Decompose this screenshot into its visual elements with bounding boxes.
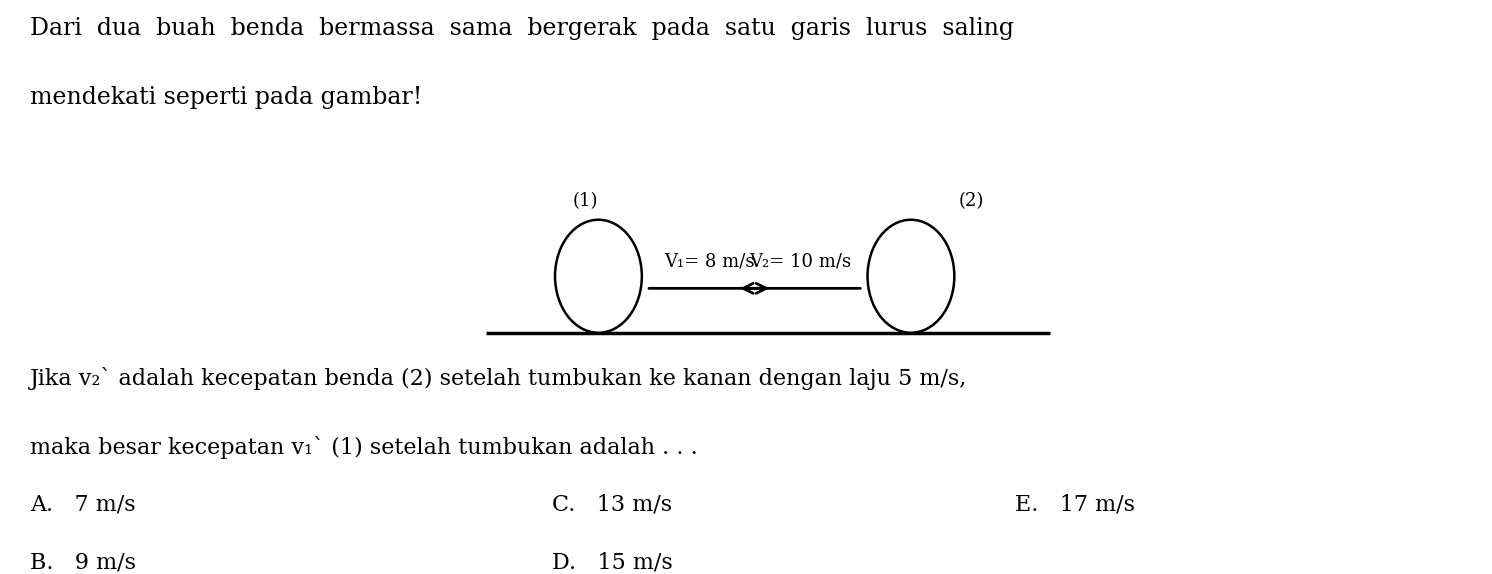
Text: E.   17 m/s: E. 17 m/s	[1015, 494, 1134, 515]
Text: D.   15 m/s: D. 15 m/s	[552, 551, 673, 573]
Text: mendekati seperti pada gambar!: mendekati seperti pada gambar!	[30, 86, 422, 109]
Text: Dari  dua  buah  benda  bermassa  sama  bergerak  pada  satu  garis  lurus  sali: Dari dua buah benda bermassa sama berger…	[30, 17, 1015, 40]
Text: B.   9 m/s: B. 9 m/s	[30, 551, 136, 573]
Ellipse shape	[555, 220, 642, 333]
Text: V₁= 8 m/s: V₁= 8 m/s	[664, 253, 755, 270]
Text: Jika v₂` adalah kecepatan benda (2) setelah tumbukan ke kanan dengan laju 5 m/s,: Jika v₂` adalah kecepatan benda (2) sete…	[30, 367, 967, 390]
Text: (2): (2)	[959, 192, 985, 210]
Text: C.   13 m/s: C. 13 m/s	[552, 494, 673, 515]
Text: A.   7 m/s: A. 7 m/s	[30, 494, 136, 515]
Ellipse shape	[867, 220, 955, 333]
Text: V₂= 10 m/s: V₂= 10 m/s	[749, 253, 852, 270]
Text: (1): (1)	[573, 192, 598, 210]
Text: maka besar kecepatan v₁` (1) setelah tumbukan adalah . . .: maka besar kecepatan v₁` (1) setelah tum…	[30, 436, 698, 459]
